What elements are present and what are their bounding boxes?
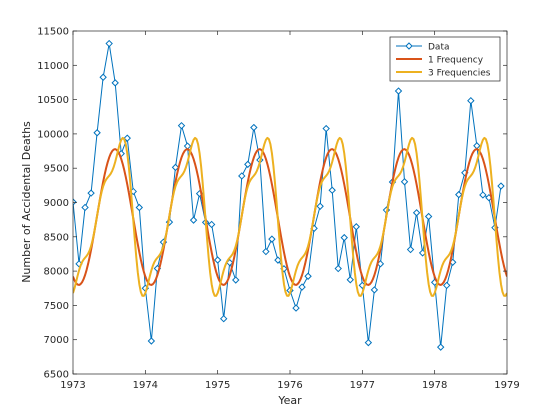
data-point-55: [400, 178, 409, 186]
x-tick-label: 1976: [277, 380, 302, 391]
data-point-17: [171, 163, 180, 172]
y-tick-label: 10500: [37, 95, 69, 106]
data-point-18: [177, 121, 186, 130]
x-tick-label: 1977: [350, 380, 375, 391]
x-axis-label: Year: [277, 394, 302, 407]
y-tick-label: 7500: [44, 301, 69, 312]
data-point-71: [497, 182, 505, 190]
data-point-47: [352, 223, 361, 231]
legend-label-2: 3 Frequencies: [428, 69, 491, 79]
y-axis-label: Number of Accidental Deaths: [20, 121, 33, 283]
data-point-44: [334, 264, 342, 273]
data-point-4: [93, 129, 101, 137]
data-point-30: [250, 123, 258, 132]
x-tick-label: 1978: [422, 380, 447, 391]
data-point-29: [244, 160, 252, 169]
data-point-68: [479, 191, 487, 199]
data-point-2: [81, 203, 89, 212]
data-point-66: [467, 96, 475, 105]
data-point-3: [87, 189, 95, 197]
data-point-24: [213, 256, 222, 264]
data-point-0: [73, 198, 77, 206]
data-point-50: [370, 286, 379, 294]
data-point-38: [298, 283, 306, 291]
data-point-20: [189, 216, 198, 224]
data-point-57: [412, 209, 421, 217]
y-tick-label: 8500: [44, 232, 69, 243]
legend: Data 1 Frequency 3 Frequencies: [389, 36, 501, 82]
data-point-34: [274, 256, 282, 264]
data-point-23: [207, 220, 216, 229]
data-point-45: [340, 233, 348, 242]
x-tick-label: 1975: [205, 380, 230, 391]
y-tick-label: 11000: [37, 61, 69, 72]
data-point-54: [394, 87, 403, 95]
data-point-32: [262, 247, 270, 256]
data-point-9: [123, 134, 131, 142]
x-tick-label: 1979: [494, 380, 519, 391]
data-point-43: [328, 186, 336, 194]
x-tick-label: 1974: [133, 380, 158, 391]
x-tick-label: 1973: [60, 380, 85, 391]
series-line-1: [73, 148, 507, 286]
data-point-56: [406, 245, 415, 254]
data-point-25: [219, 315, 228, 323]
series-line-2: [73, 136, 507, 297]
data-point-37: [292, 304, 300, 312]
data-point-6: [105, 39, 113, 48]
legend-marker-0: [405, 42, 413, 50]
data-point-49: [364, 338, 373, 347]
data-point-62: [443, 281, 451, 290]
data-point-61: [436, 343, 445, 351]
data-point-59: [424, 212, 433, 221]
y-tick-label: 10000: [37, 129, 69, 140]
legend-label-1: 1 Frequency: [428, 56, 484, 66]
y-tick-label: 11500: [37, 27, 69, 38]
y-tick-label: 7000: [44, 335, 69, 346]
y-tick-label: 6500: [44, 370, 69, 381]
data-point-11: [135, 203, 144, 212]
y-tick-label: 9000: [44, 198, 69, 209]
data-point-42: [322, 124, 330, 133]
data-point-33: [268, 235, 276, 243]
legend-label-0: Data: [428, 43, 450, 53]
data-point-27: [232, 276, 240, 284]
data-point-64: [455, 190, 463, 199]
data-point-5: [99, 73, 107, 81]
data-point-39: [304, 272, 312, 280]
data-point-7: [111, 79, 119, 87]
data-point-46: [346, 276, 354, 284]
data-point-41: [316, 202, 324, 210]
y-tick-label: 9500: [44, 164, 69, 175]
y-tick-label: 8000: [44, 267, 69, 278]
data-point-28: [238, 172, 246, 180]
tick-layer: 1973 1974 1975 1976 1977 1978 1979 6500 7000 7500…: [37, 27, 520, 392]
series-layer: [73, 39, 507, 351]
data-point-13: [147, 337, 156, 345]
plot-area: [73, 31, 507, 374]
